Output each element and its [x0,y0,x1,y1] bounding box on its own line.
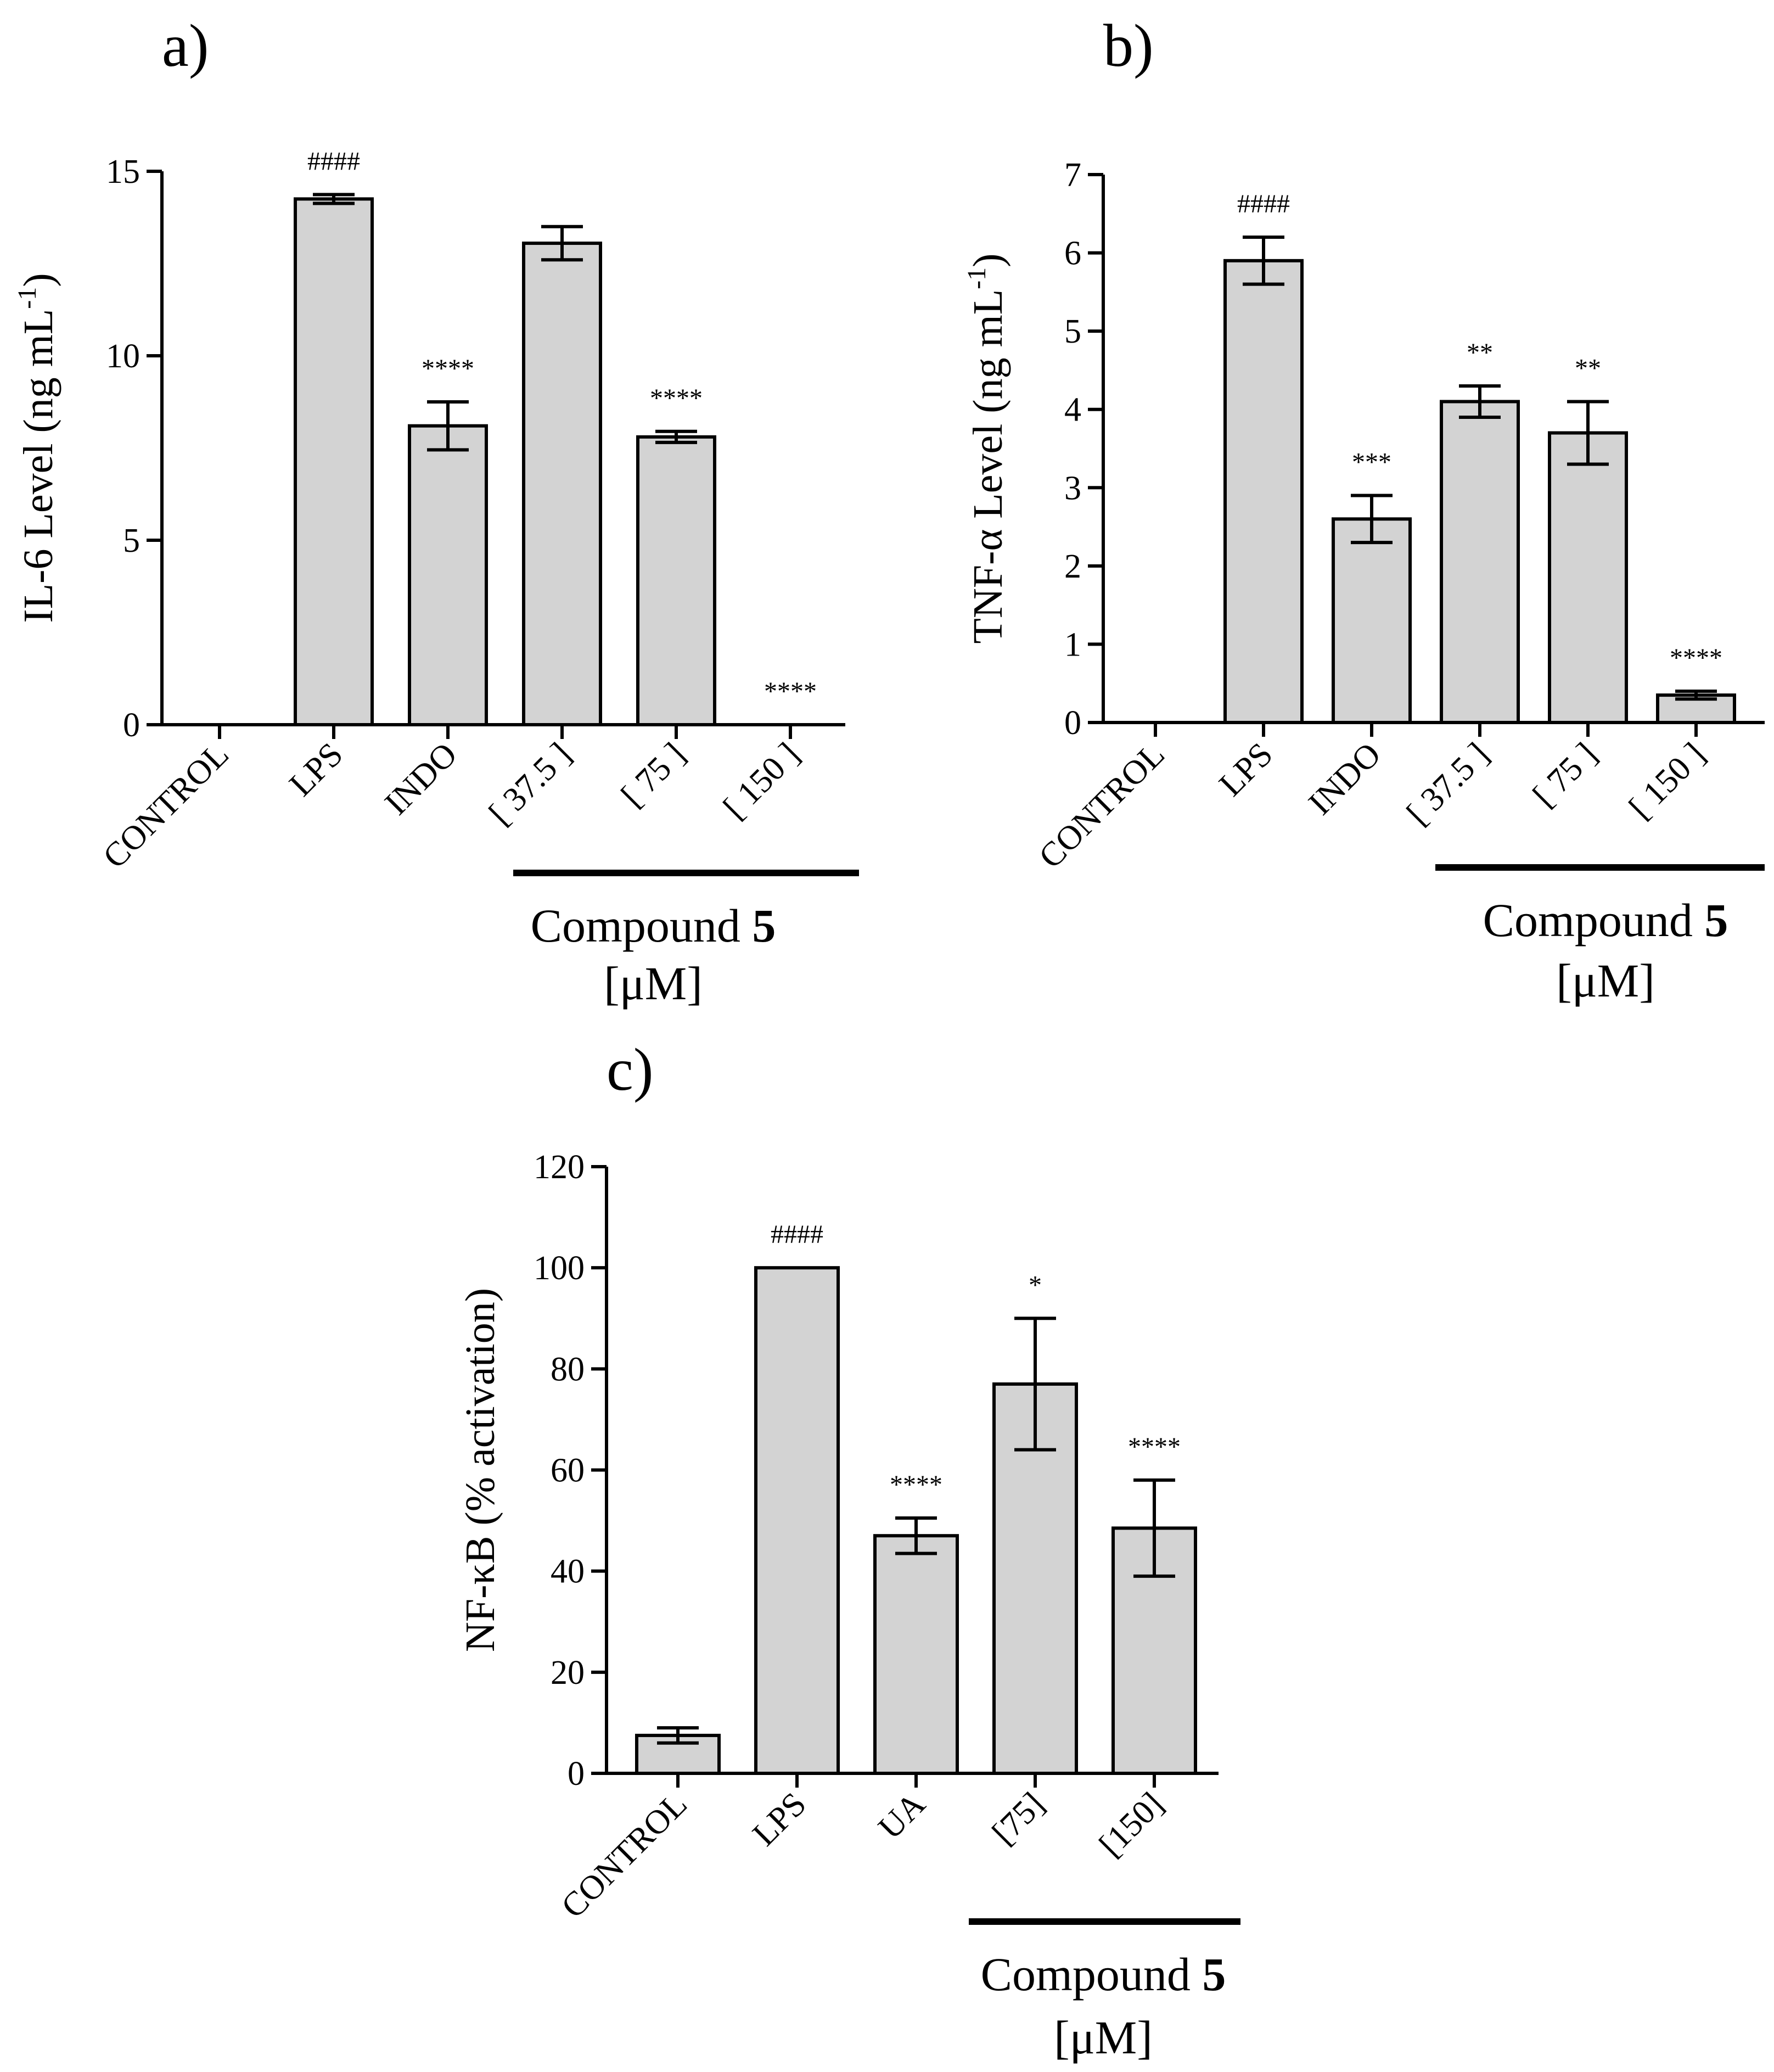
y-tick-label: 3 [1064,469,1081,507]
y-axis-title: NF-κB (% activation) [457,1288,503,1652]
y-tick-label: 100 [534,1250,585,1287]
y-tick-label: 4 [1064,391,1081,429]
x-category-label: UA [871,1785,933,1847]
group-label: Compound 5 [981,1948,1226,2001]
y-tick-label: 5 [123,522,140,559]
bar-75 [1548,431,1628,724]
panel-letter: b) [1103,12,1154,79]
significance-label: **** [650,384,703,413]
significance-label: ** [1575,354,1601,383]
group-label: Compound 5 [531,899,776,952]
y-tick-label: 20 [551,1654,585,1692]
x-category-label: INDO [1301,736,1388,822]
y-axis-title: TNF-α Level (ng mL-1) [962,254,1011,644]
x-category-label: [ 37.5 ] [1400,736,1496,832]
y-tick-label: 1 [1064,626,1081,663]
y-tick-label: 2 [1064,548,1081,585]
panel-a: a) 0 5 10 15 IL-6 Level (ng mL-1) CONTROL #### L… [13,12,859,1010]
bar-75 [636,435,716,726]
x-category-label: [ 37.5 ] [482,736,579,832]
significance-label: **** [422,354,474,383]
significance-label: **** [1670,643,1722,673]
x-category-label: CONTROL [1032,736,1172,876]
bar-lps [1223,259,1304,725]
significance-label: **** [764,677,817,706]
panel-letter: c) [607,1036,653,1103]
significance-label: #### [307,147,360,176]
x-category-label: CONTROL [554,1785,694,1925]
bar-37.5 [1440,400,1520,724]
significance-label: * [1029,1270,1042,1300]
x-category-label: [ 150 ] [716,736,807,826]
y-tick-label: 60 [551,1452,585,1489]
x-category-label: [ 75 ] [614,736,693,814]
group-unit: [μM] [1556,954,1655,1007]
significance-label: #### [1237,189,1290,219]
significance-label: #### [771,1220,823,1249]
bar-indo [1332,517,1412,724]
y-tick-label: 6 [1064,235,1081,272]
group-label: Compound 5 [1483,894,1728,947]
y-tick-label: 7 [1064,156,1081,194]
y-tick-label: 120 [534,1149,585,1186]
bar-lps [294,197,374,726]
panel-b: b) 0 1 2 3 4 5 6 7 TNF-α Level (ng mL-1) CONTROL ##… [962,12,1765,1007]
bar-37.5 [522,242,602,727]
y-tick-label: 0 [1064,704,1081,742]
y-tick-label: 10 [106,338,140,375]
x-category-label: [ 150 ] [1622,736,1713,826]
panel-letter: a) [162,12,209,79]
x-category-label: LPS [282,736,350,804]
x-category-label: [75] [985,1785,1052,1852]
y-tick-label: 5 [1064,313,1081,350]
y-tick-label: 0 [123,707,140,744]
bar-indo [408,424,488,726]
significance-label: **** [1128,1432,1181,1461]
x-category-label: CONTROL [96,736,236,876]
bar-lps [754,1266,840,1776]
x-category-label: [ 75 ] [1526,736,1604,814]
x-category-label: INDO [378,736,464,822]
y-axis-title: IL-6 Level (ng mL-1) [13,273,61,623]
significance-label: **** [890,1470,942,1499]
significance-label: *** [1352,448,1391,477]
x-category-label: [150] [1092,1785,1171,1864]
x-category-label: LPS [1212,736,1280,804]
panel-c: c) 0 20 40 60 80 100 120 NF-κB (% activation) CON… [457,1036,1240,2064]
x-category-label: LPS [745,1785,813,1853]
y-tick-label: 80 [551,1351,585,1388]
y-tick-label: 40 [551,1553,585,1591]
bar-ua [873,1534,959,1775]
significance-label: ** [1467,338,1493,367]
group-unit: [μM] [1054,2011,1153,2064]
y-tick-label: 15 [106,153,140,191]
y-tick-label: 0 [568,1755,585,1793]
group-unit: [μM] [604,957,703,1010]
